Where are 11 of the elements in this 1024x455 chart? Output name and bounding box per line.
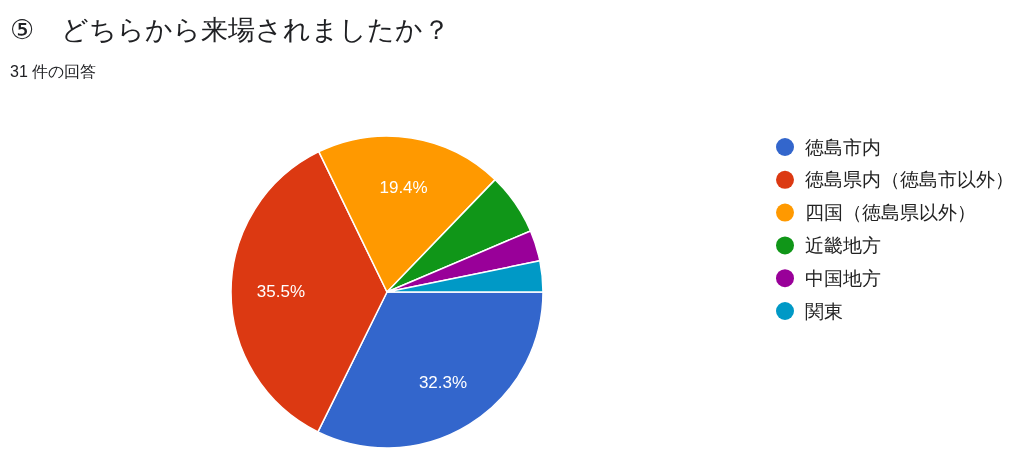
text: 31 件の回答 bbox=[10, 63, 97, 80]
data-label: 32.3% bbox=[418, 372, 468, 392]
data-label: 19.4% bbox=[379, 177, 428, 197]
legend-label: 関東 bbox=[805, 300, 843, 322]
legend-label: 徳島県内（徳島市以外） bbox=[805, 169, 1014, 191]
legend-label: 四国（徳島県以外） bbox=[805, 202, 976, 224]
legend-label: 中国地方 bbox=[805, 267, 881, 289]
legend-label: 近畿地方 bbox=[805, 234, 881, 256]
legend-label: 徳島市内 bbox=[805, 136, 881, 158]
chart-title: ⑤ どちらから来場されましたか？ bbox=[10, 15, 451, 45]
data-label: 35.5% bbox=[256, 282, 306, 302]
